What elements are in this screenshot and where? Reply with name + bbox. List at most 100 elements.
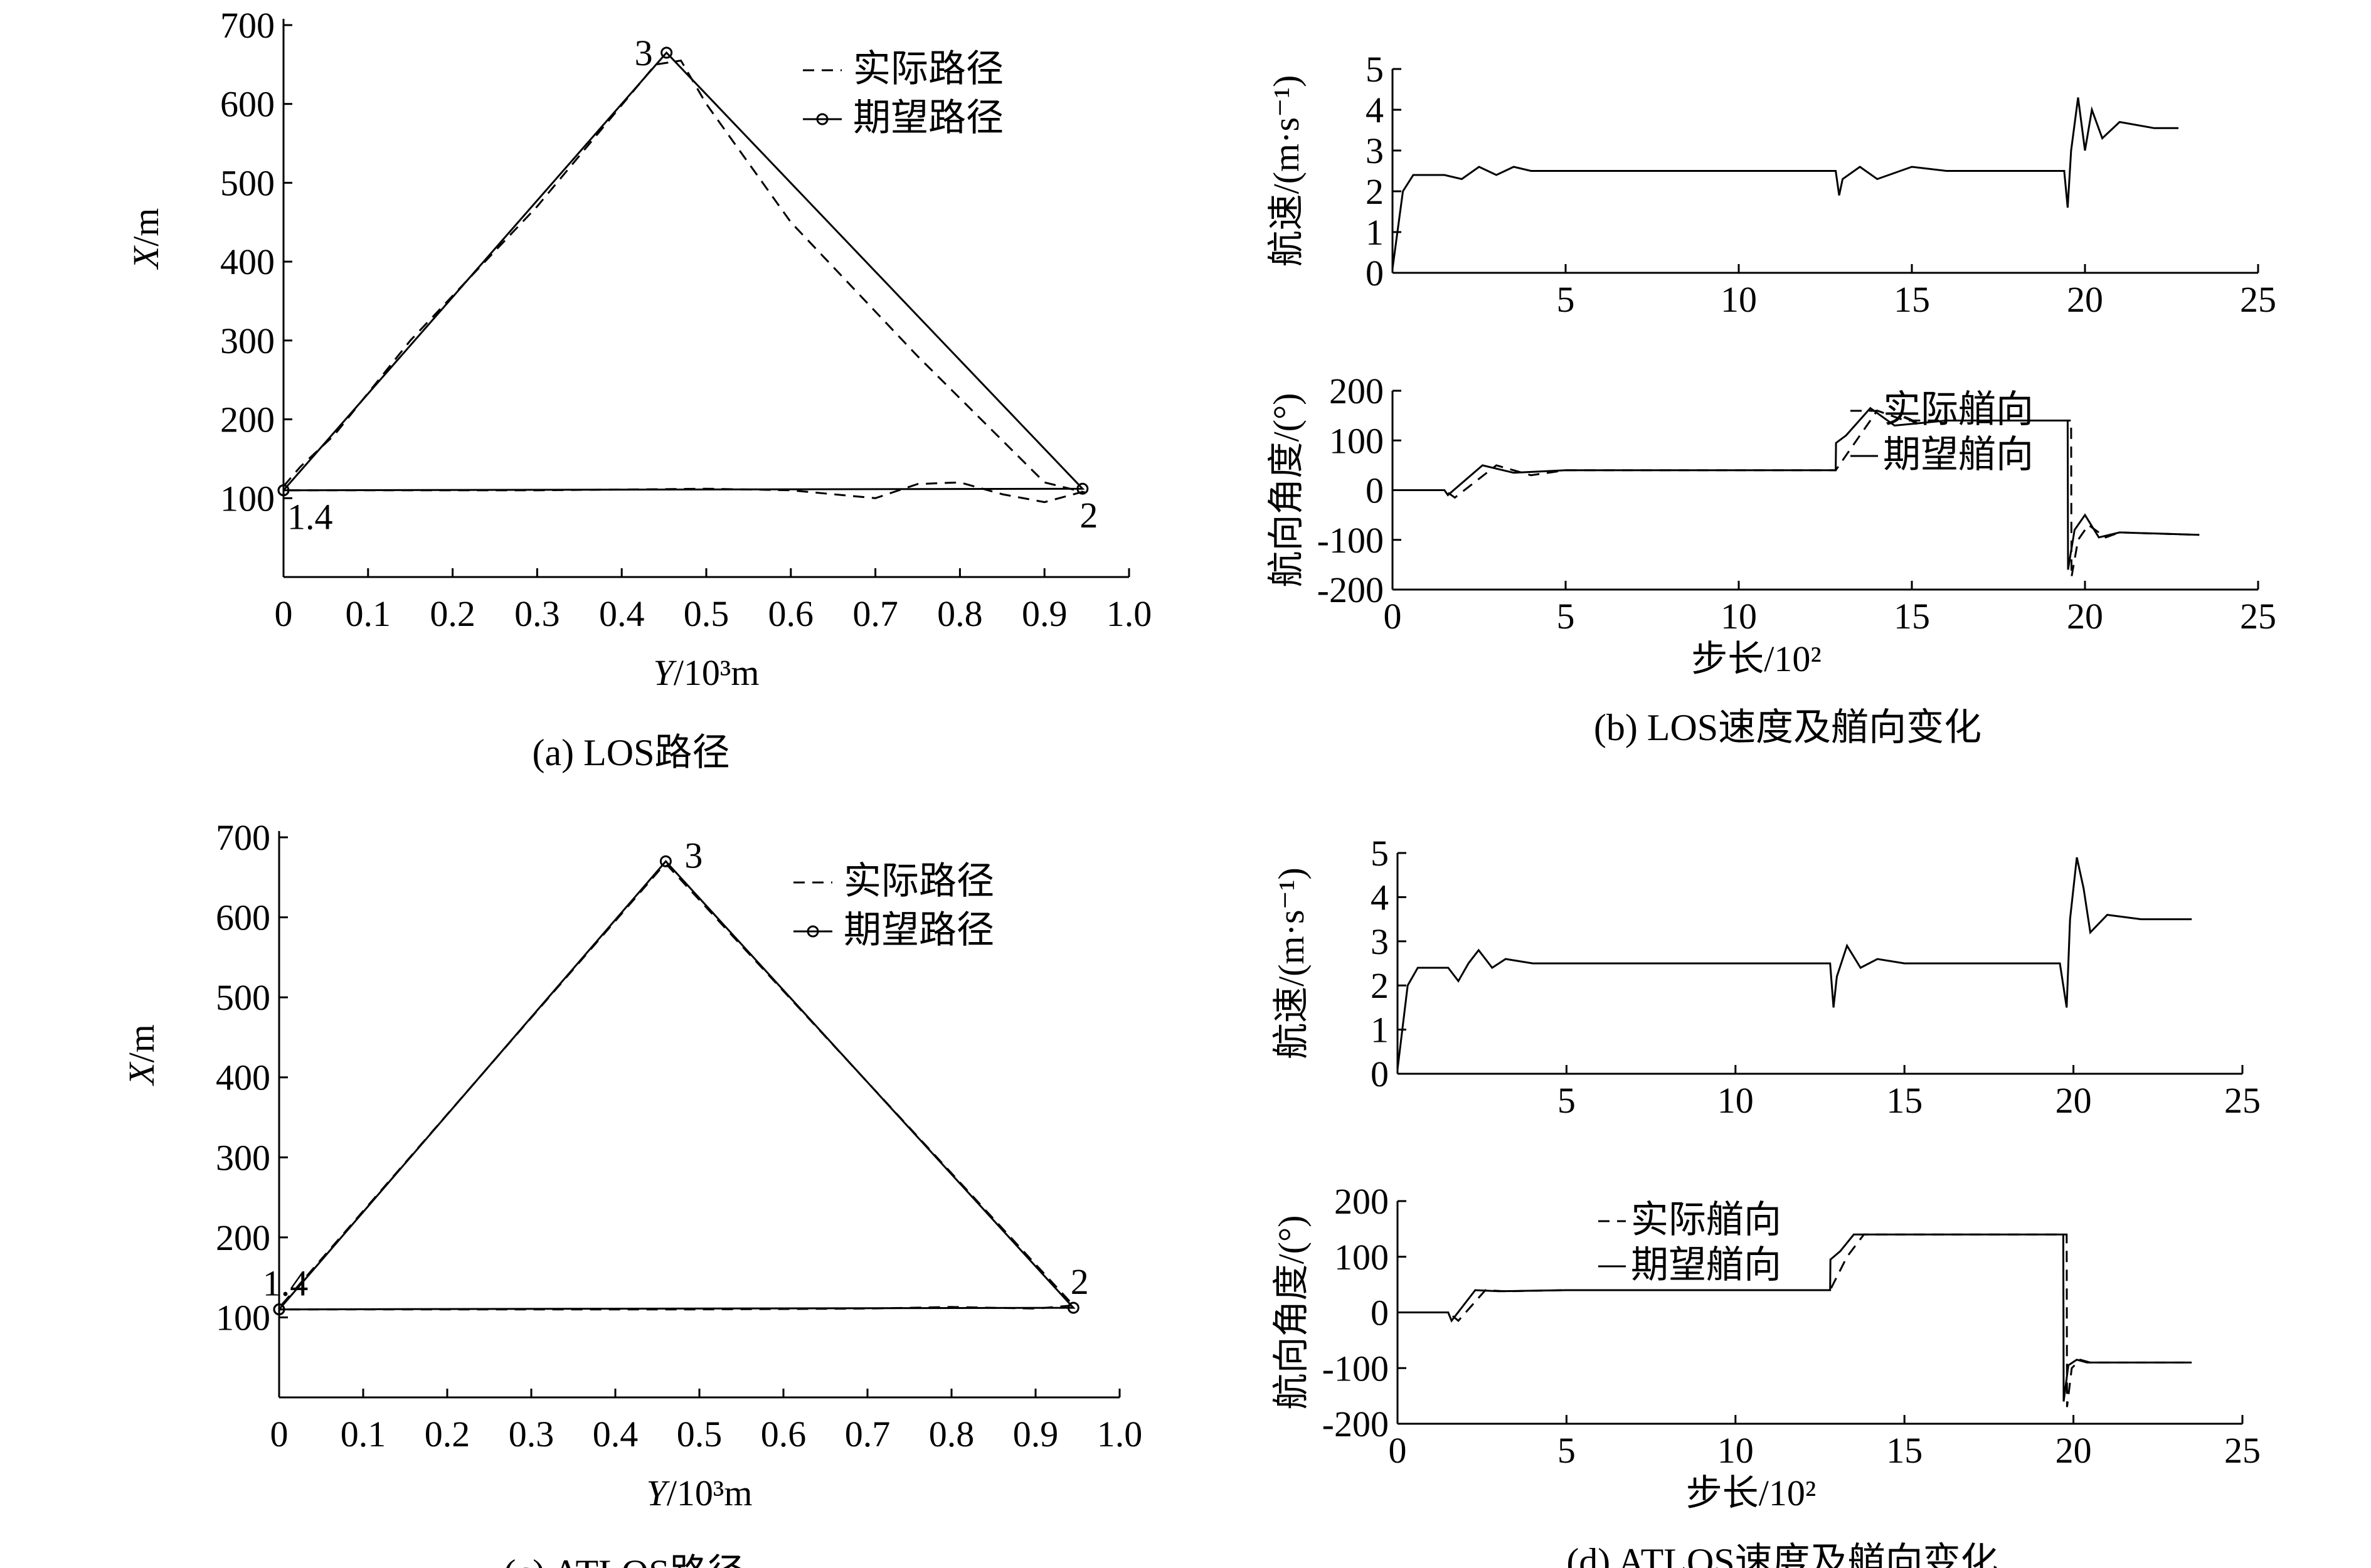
- x-tick-label: 10: [1717, 1080, 1754, 1121]
- x-tick-label: 25: [2240, 279, 2276, 320]
- x-tick-label: 20: [2067, 596, 2103, 637]
- y-tick-label: 2: [1366, 171, 1384, 212]
- x-tick-label: 15: [1894, 596, 1930, 637]
- y-tick-label: 5: [1371, 833, 1389, 874]
- x-tick-label: 10: [1721, 279, 1757, 320]
- y-tick-label: 600: [216, 898, 270, 938]
- series-line-1: [1392, 409, 2200, 578]
- legend-label: 实际艏向: [1883, 389, 2034, 430]
- x-tick-label: 0.9: [1013, 1414, 1059, 1454]
- y-tick-label: 700: [220, 5, 275, 46]
- y-tick-label: 100: [216, 1297, 270, 1338]
- x-axis-label: 步长/10²: [1691, 638, 1822, 679]
- x-tick-label: 10: [1717, 1430, 1754, 1471]
- series-line-1: [1398, 1233, 2192, 1407]
- data-point: [1076, 482, 1089, 495]
- legend-label: 期望路径: [844, 909, 994, 951]
- y-axis-label: 航速/(m·s⁻¹): [1266, 75, 1307, 267]
- x-tick-label: 0.2: [425, 1414, 470, 1454]
- chart-c: 100 200 300 400 500 600 700 0 0.1 0.2 0.3 0.4 0.5 0.6…: [121, 817, 1142, 1568]
- x-tick-label: 0: [1389, 1430, 1407, 1471]
- figure-caption: (a) LOS路径: [533, 732, 730, 773]
- x-tick-label: 20: [2055, 1430, 2092, 1471]
- y-tick-label: 1: [1366, 212, 1384, 253]
- x-tick-label: 0.8: [929, 1414, 975, 1454]
- y-tick-label: 3: [1366, 130, 1384, 171]
- x-tick-label: 25: [2224, 1430, 2261, 1471]
- x-tick-label: 0.3: [509, 1414, 554, 1454]
- data-point: [1067, 1301, 1079, 1314]
- y-tick-label: 400: [220, 241, 275, 282]
- y-axis-label: 航向角度/(°): [1266, 393, 1307, 588]
- y-tick-label: 200: [1329, 371, 1384, 411]
- x-tick-label: 5: [1557, 279, 1575, 320]
- y-tick-label: 0: [1371, 1054, 1389, 1094]
- y-tick-label: 500: [220, 162, 275, 203]
- y-tick-label: 400: [216, 1057, 270, 1098]
- y-tick-label: 100: [1334, 1237, 1389, 1278]
- y-tick-label: 200: [1334, 1181, 1389, 1222]
- y-tick-label: 300: [216, 1137, 270, 1178]
- y-tick-label: -100: [1322, 1348, 1389, 1389]
- x-tick-label: 0.4: [599, 593, 645, 634]
- y-axis-label: 航速/(m·s⁻¹): [1271, 867, 1312, 1059]
- x-tick-label: 5: [1557, 1430, 1576, 1471]
- y-tick-label: 3: [1371, 921, 1389, 962]
- x-tick-label: 20: [2055, 1080, 2092, 1121]
- x-tick-label: 10: [1721, 596, 1757, 637]
- y-tick-label: 600: [220, 84, 275, 125]
- y-tick-label: 100: [220, 478, 275, 519]
- legend-label: 期望艏向: [1883, 434, 2034, 475]
- series-line-0: [1391, 97, 2178, 269]
- x-tick-label: 0.2: [430, 593, 475, 634]
- x-tick-label: 0: [1384, 596, 1402, 637]
- y-tick-label: 200: [216, 1217, 270, 1258]
- x-tick-label: 0.6: [761, 1414, 807, 1454]
- y-tick-label: 100: [1329, 420, 1384, 461]
- x-tick-label: 0.1: [341, 1414, 386, 1454]
- x-tick-label: 15: [1886, 1080, 1923, 1121]
- y-axis-label: 航向角度/(°): [1271, 1216, 1312, 1410]
- figure-caption: (b) LOS速度及艏向变化: [1594, 707, 1981, 748]
- legend-marker: [816, 113, 829, 125]
- y-tick-label: 0: [1366, 470, 1384, 511]
- y-tick-label: 700: [216, 817, 270, 858]
- series-line-1: [282, 59, 1086, 504]
- point-label: 2: [1071, 1261, 1089, 1302]
- x-tick-label: 0.9: [1022, 593, 1068, 634]
- y-tick-label: 300: [220, 320, 275, 361]
- y-tick-label: 500: [216, 977, 270, 1018]
- x-tick-label: 1.0: [1097, 1414, 1143, 1454]
- x-tick-label: 25: [2240, 596, 2276, 637]
- point-label: 1.4: [287, 497, 333, 538]
- data-point: [660, 46, 673, 59]
- point-label: 3: [684, 835, 703, 876]
- figure-caption: (d) ATLOS速度及艏向变化: [1566, 1541, 1998, 1568]
- x-axis-label: 步长/10²: [1686, 1473, 1817, 1513]
- y-axis-label: X/m: [121, 1024, 162, 1086]
- figure-caption: (c) ATLOS路径: [504, 1552, 745, 1568]
- y-tick-label: 2: [1371, 965, 1389, 1006]
- x-tick-label: 25: [2224, 1080, 2261, 1121]
- y-tick-label: 0: [1366, 253, 1384, 294]
- point-label: 1.4: [263, 1263, 309, 1304]
- x-tick-label: 0: [270, 1414, 289, 1454]
- x-tick-label: 0: [275, 593, 293, 634]
- x-tick-label: 0.7: [852, 593, 898, 634]
- y-tick-label: -200: [1317, 569, 1384, 610]
- legend-label: 实际艏向: [1631, 1199, 1781, 1241]
- x-tick-label: 0.3: [514, 593, 560, 634]
- legend-label: 期望路径: [853, 97, 1004, 139]
- x-tick-label: 0.5: [677, 1414, 723, 1454]
- series-line-0: [1392, 406, 2200, 570]
- y-axis-label: X/m: [125, 208, 166, 270]
- y-tick-label: 5: [1366, 49, 1384, 90]
- point-label: 3: [635, 33, 653, 73]
- y-tick-label: -200: [1322, 1404, 1389, 1444]
- x-tick-label: 5: [1557, 596, 1575, 637]
